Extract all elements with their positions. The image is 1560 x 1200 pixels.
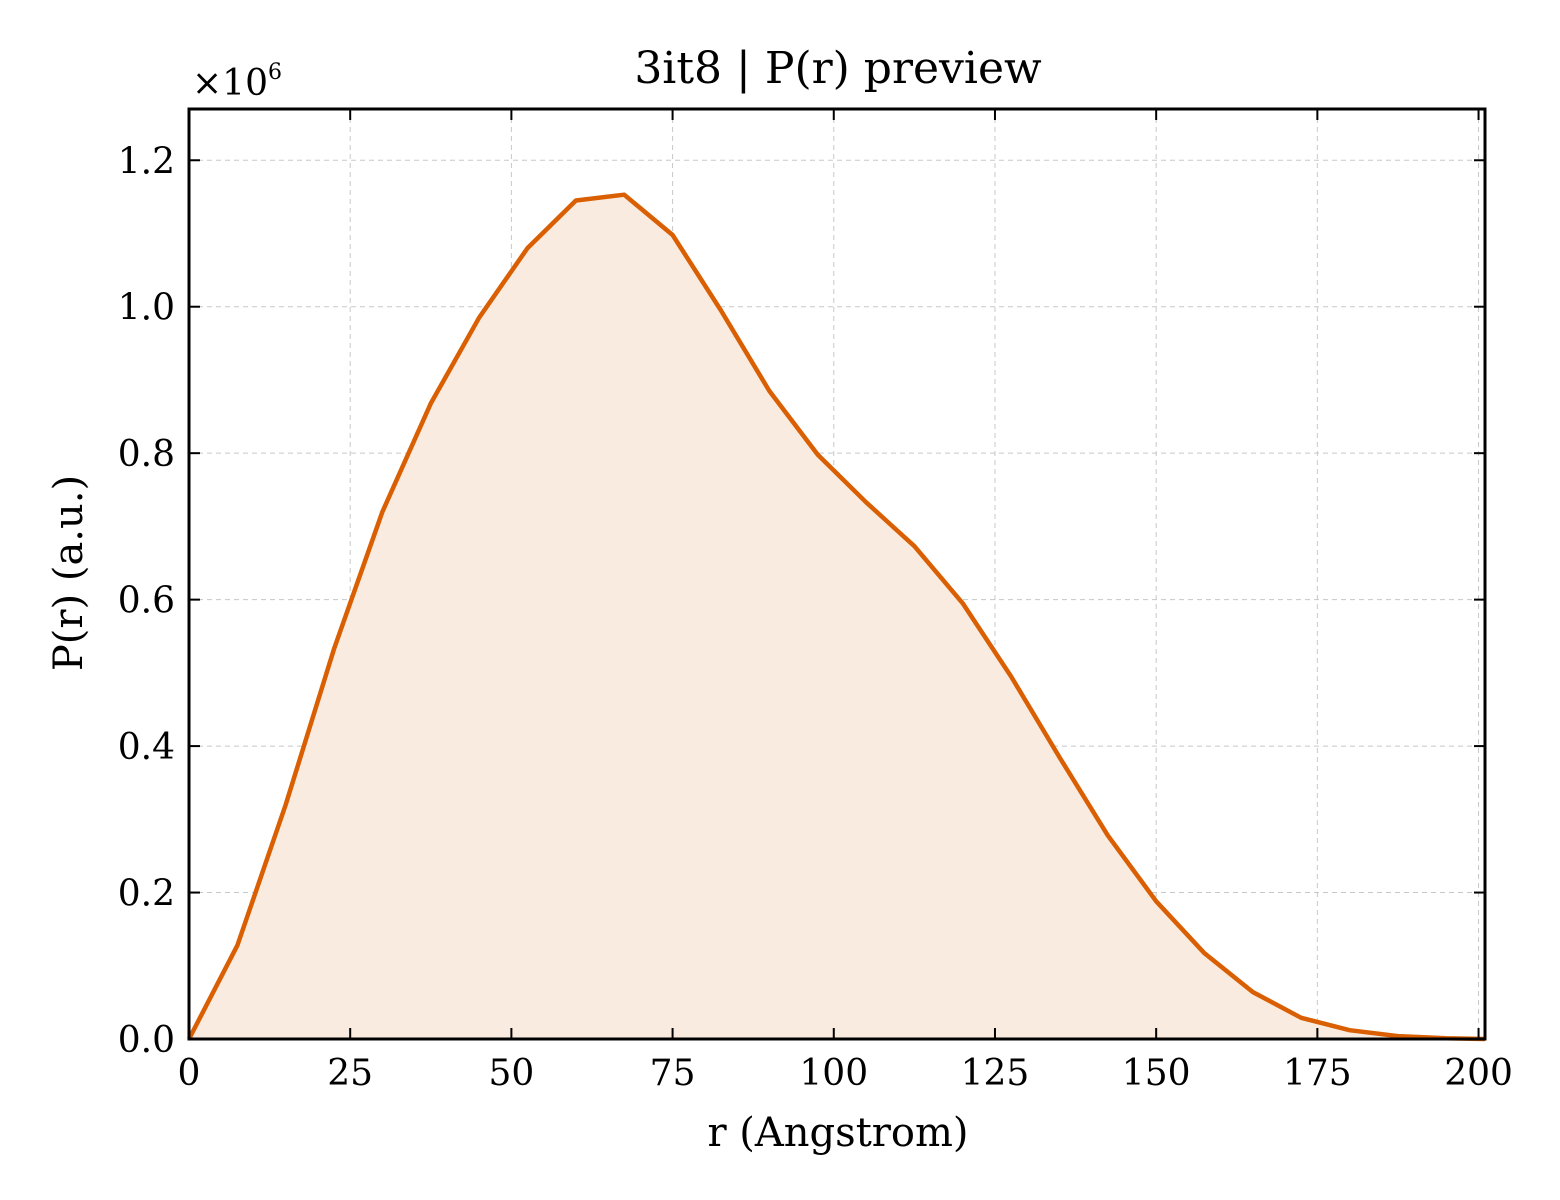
x-tick-label: 200: [1444, 1053, 1513, 1094]
x-tick-label: 150: [1122, 1053, 1191, 1094]
x-tick-label: 125: [961, 1053, 1030, 1094]
pr-series-line: [187, 192, 1486, 1042]
y-multiplier-exponent: 6: [268, 60, 282, 85]
y-tick-label: 0.6: [118, 581, 175, 622]
y-tick-label: 1.2: [118, 141, 175, 182]
y-multiplier-base: ×10: [192, 63, 268, 104]
y-tick-labels: 0.0 0.2 0.4 0.6 0.8 1.0 1.2: [118, 141, 175, 1061]
axis-ticks: [188, 109, 1485, 1040]
y-axis-label: P(r) (a.u.): [46, 475, 92, 671]
y-tick-label: 0.0: [118, 1020, 175, 1061]
x-tick-label: 175: [1283, 1053, 1352, 1094]
x-tick-label: 100: [799, 1053, 868, 1094]
pr-area-fill: [189, 194, 1485, 1039]
y-tick-label: 1.0: [118, 288, 175, 329]
y-tick-label: 0.4: [118, 727, 175, 768]
x-axis-label: r (Angstrom): [707, 1110, 968, 1156]
x-tick-labels: 0 25 50 75 100 125 150 175 200: [178, 1053, 1513, 1094]
x-tick-label: 50: [488, 1053, 534, 1094]
x-tick-label: 75: [650, 1053, 696, 1094]
y-tick-label: 0.2: [118, 874, 175, 915]
x-tick-label: 0: [178, 1053, 201, 1094]
chart-title: 3it8 | P(r) preview: [634, 43, 1042, 94]
x-tick-label: 25: [327, 1053, 373, 1094]
y-axis-multiplier: ×106: [192, 60, 282, 104]
y-tick-label: 0.8: [118, 434, 175, 475]
plot-frame: [187, 107, 1487, 1041]
